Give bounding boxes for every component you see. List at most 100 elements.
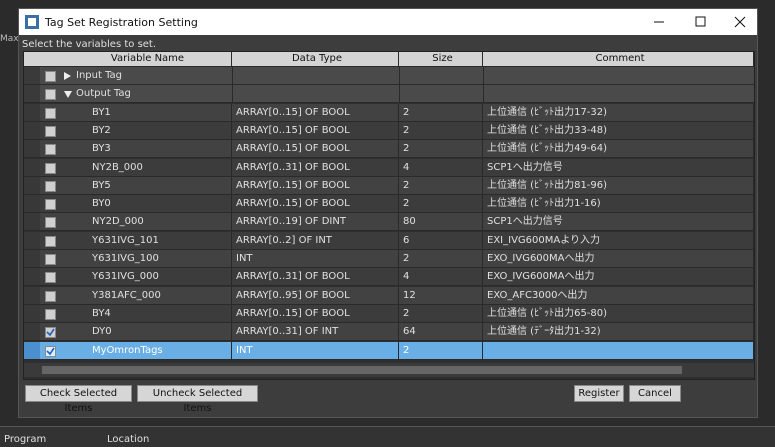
group-row[interactable]: Input Tag: [24, 67, 754, 85]
dialog: Tag Set Registration Setting Select the …: [18, 8, 758, 418]
table-cell: DY0: [60, 323, 232, 341]
table-cell: Y381AFC_000: [60, 286, 232, 304]
check-mark: [46, 347, 55, 355]
row-header: [24, 250, 40, 267]
table-cell: EXI_IVG600MAより入力: [483, 231, 754, 249]
group-divider: [399, 67, 400, 84]
column-header[interactable]: Comment: [483, 52, 754, 66]
table-cell: ARRAY[0..2] OF INT: [232, 231, 399, 249]
instruction: Select the variables to set.: [22, 39, 157, 50]
row-header: [24, 304, 40, 322]
table-cell: BY4: [60, 304, 232, 322]
row-header: [24, 341, 40, 359]
checkbox[interactable]: [45, 235, 56, 247]
expander[interactable]: [64, 91, 72, 99]
window-controls[interactable]: [649, 15, 757, 29]
table-cell: 2: [399, 341, 483, 359]
table-cell: 80: [399, 213, 483, 231]
table-cell: 上位通信 (ﾋﾞｯﾄ出力1-16): [483, 195, 754, 213]
checkbox[interactable]: [45, 290, 56, 302]
table-cell: EXO_AFC3000へ出力: [483, 286, 754, 304]
scroll-thumb[interactable]: [42, 366, 682, 374]
horizontal-scrollbar[interactable]: [24, 363, 754, 377]
group-label: Input Tag: [76, 70, 123, 81]
row-header: [24, 103, 40, 121]
checkbox[interactable]: [45, 107, 56, 119]
tag-row[interactable]: DY0 ARRAY[0..31] OF INT 64 上位通信 (ﾃﾞｰﾀ出力1-32…: [24, 323, 754, 342]
button[interactable]: Register: [574, 385, 624, 402]
table-cell: 2: [399, 176, 483, 194]
check-mark: [46, 328, 55, 337]
table-cell: 2: [399, 103, 483, 121]
tag-row[interactable]: BY5 ARRAY[0..15] OF BOOL 2 上位通信 (ﾋﾞｯﾄ出力81-9…: [24, 176, 754, 195]
checkbox[interactable]: [45, 125, 56, 137]
row-header: [24, 121, 40, 139]
column-header[interactable]: Data Type: [232, 52, 399, 66]
button[interactable]: Uncheck Selected Items: [137, 385, 258, 414]
title-bar: Tag Set Registration Setting: [19, 9, 757, 35]
row-header: [24, 158, 40, 176]
row-header: [24, 286, 40, 304]
table-cell: 2: [399, 195, 483, 213]
tag-row[interactable]: Y631IVG_100 INT 2 EXO_IVG600MAへ出力: [24, 250, 754, 268]
table-cell: BY0: [60, 195, 232, 213]
checkbox[interactable]: [45, 71, 56, 82]
button[interactable]: Cancel: [629, 385, 681, 402]
group-divider: [483, 67, 484, 84]
table-cell: 上位通信 (ﾃﾞｰﾀ出力1-32): [483, 323, 754, 341]
tag-row[interactable]: Y381AFC_000 ARRAY[0..95] OF BOOL 12 EXO_AFC…: [24, 286, 754, 305]
table-cell: Y631IVG_101: [60, 231, 232, 249]
checkbox[interactable]: [45, 272, 56, 284]
checkbox[interactable]: [45, 327, 56, 339]
table-cell: 上位通信 (ﾋﾞｯﾄ出力33-48): [483, 121, 754, 139]
group-divider: [232, 67, 233, 84]
table-cell: 2: [399, 140, 483, 158]
checkbox[interactable]: [45, 89, 56, 101]
table-cell: 2: [399, 304, 483, 322]
status-bar: Program Location: [0, 426, 775, 447]
expander[interactable]: [64, 72, 71, 80]
group-divider: [483, 85, 484, 103]
checkbox[interactable]: [45, 162, 56, 174]
table-cell: INT: [232, 341, 399, 359]
tag-row[interactable]: BY2 ARRAY[0..15] OF BOOL 2 上位通信 (ﾋﾞｯﾄ出力33-4…: [24, 121, 754, 140]
tag-row[interactable]: NY2D_000 ARRAY[0..19] OF DINT 80 SCP1へ出力信号: [24, 213, 754, 232]
row-header: [24, 231, 40, 249]
tag-row[interactable]: BY1 ARRAY[0..15] OF BOOL 2 上位通信 (ﾋﾞｯﾄ出力17-3…: [24, 103, 754, 122]
tag-row[interactable]: NY2B_000 ARRAY[0..31] OF BOOL 4 SCP1へ出力信号: [24, 158, 754, 177]
table-cell: 6: [399, 231, 483, 249]
group-label: Output Tag: [76, 88, 131, 100]
column-header[interactable]: Variable Name: [60, 52, 232, 66]
background-label: Max: [0, 34, 19, 44]
group-row[interactable]: Output Tag: [24, 85, 754, 104]
checkbox[interactable]: [45, 180, 56, 192]
checkbox[interactable]: [45, 199, 56, 211]
row-header: [24, 213, 40, 231]
button[interactable]: Check Selected Items: [25, 385, 132, 414]
tag-row[interactable]: MyOmronTags INT 2: [24, 341, 754, 360]
checkbox[interactable]: [45, 345, 56, 357]
table-cell: ARRAY[0..31] OF BOOL: [232, 268, 399, 286]
tag-row[interactable]: Y631IVG_101 ARRAY[0..2] OF INT 6 EXI_IVG600…: [24, 231, 754, 250]
app-icon: [25, 15, 39, 29]
column-header[interactable]: Size: [399, 52, 483, 66]
table-cell: 64: [399, 323, 483, 341]
table-cell: ARRAY[0..15] OF BOOL: [232, 304, 399, 322]
status-label: Program: [4, 434, 47, 445]
table-cell: 2: [399, 121, 483, 139]
row-header: [24, 176, 40, 194]
checkbox[interactable]: [45, 308, 56, 320]
checkbox[interactable]: [45, 144, 56, 156]
tag-row[interactable]: BY4 ARRAY[0..15] OF BOOL 2 上位通信 (ﾋﾞｯﾄ出力65-8…: [24, 304, 754, 323]
table-cell: 2: [399, 250, 483, 267]
table-cell: SCP1へ出力信号: [483, 158, 754, 176]
table-cell: ARRAY[0..15] OF BOOL: [232, 176, 399, 194]
checkbox[interactable]: [45, 254, 56, 265]
tag-row[interactable]: Y631IVG_000 ARRAY[0..31] OF BOOL 4 EXO_IVG6…: [24, 268, 754, 287]
header-row: Variable Name Data Type Size Comment: [24, 52, 754, 67]
checkbox[interactable]: [45, 217, 56, 229]
tag-row[interactable]: BY0 ARRAY[0..15] OF BOOL 2 上位通信 (ﾋﾞｯﾄ出力1-16…: [24, 195, 754, 214]
table-cell: 上位通信 (ﾋﾞｯﾄ出力65-80): [483, 304, 754, 322]
table-cell: SCP1へ出力信号: [483, 213, 754, 231]
tag-row[interactable]: BY3 ARRAY[0..15] OF BOOL 2 上位通信 (ﾋﾞｯﾄ出力49-6…: [24, 140, 754, 159]
